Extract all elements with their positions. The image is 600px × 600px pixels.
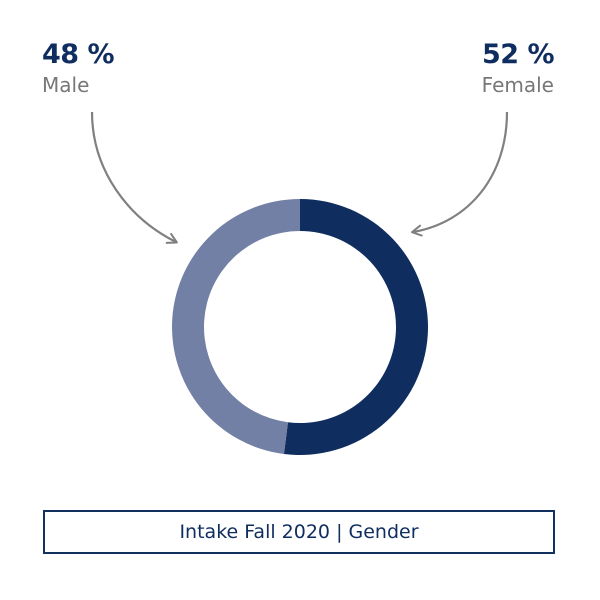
male-stat: 48 % Male xyxy=(42,38,115,98)
female-arrow xyxy=(411,111,509,237)
female-label: Female xyxy=(481,73,554,97)
donut-slices xyxy=(171,199,428,455)
donut-slice-female xyxy=(283,199,428,455)
donut-slice-male xyxy=(171,199,300,454)
male-percent: 48 % xyxy=(42,39,115,70)
female-percent: 52 % xyxy=(481,39,555,70)
male-arrow xyxy=(90,111,178,244)
male-label: Male xyxy=(42,73,90,97)
chart-title: Intake Fall 2020 | Gender xyxy=(179,521,419,543)
female-stat: 52 % Female xyxy=(481,38,555,98)
chart-caption-box: Intake Fall 2020 | Gender xyxy=(43,510,555,554)
